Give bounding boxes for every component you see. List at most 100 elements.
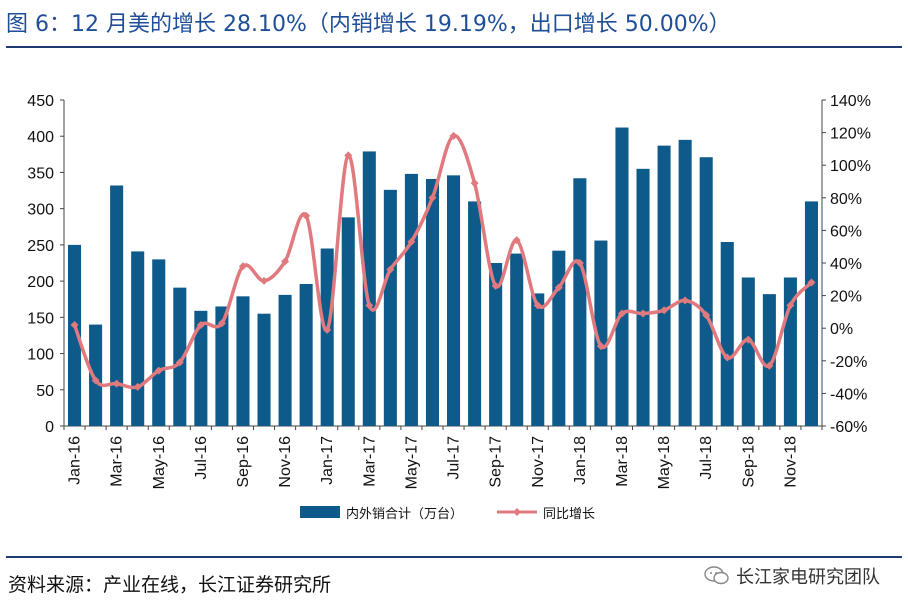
growth-point (807, 278, 816, 287)
growth-point (744, 335, 753, 344)
x-tick-label: Mar-17 (361, 436, 378, 487)
bar (678, 139, 692, 426)
x-tick-label: Sep-17 (488, 436, 505, 488)
y-right-tick-label: -40% (830, 386, 867, 403)
bar (110, 185, 124, 426)
y-right-tick-label: -60% (830, 419, 867, 436)
x-tick-label: Jan-18 (572, 436, 589, 485)
bar (68, 244, 82, 426)
x-tick-label: Sep-16 (235, 436, 252, 488)
growth-point (533, 301, 542, 310)
bar (615, 127, 629, 426)
growth-point (365, 301, 374, 310)
growth-point (217, 319, 226, 328)
growth-point (702, 311, 711, 320)
growth-point (449, 131, 458, 140)
growth-point (765, 361, 774, 370)
bar (131, 251, 145, 426)
figure-title: 图 6：12 月美的增长 28.10%（内销增长 19.19%，出口增长 50.… (6, 12, 731, 37)
bar (636, 168, 650, 427)
bar (425, 178, 439, 426)
y-left-tick-label: 300 (27, 202, 54, 219)
growth-point (407, 237, 416, 246)
y-right-tick-label: 100% (830, 158, 871, 175)
x-tick-label: Nov-17 (530, 436, 547, 488)
y-right-tick-label: -20% (830, 354, 867, 371)
growth-point (260, 276, 269, 285)
x-tick-label: Jul-18 (698, 436, 715, 480)
y-right-tick-label: 120% (830, 126, 871, 143)
legend-label-bar: 内外销合计（万台） (346, 506, 463, 521)
bar (278, 294, 292, 426)
growth-point (512, 236, 521, 245)
x-tick-label: May-18 (656, 436, 673, 489)
bar (447, 175, 461, 426)
growth-point (323, 325, 332, 334)
growth-point (302, 211, 311, 220)
x-tick-label: Jul-17 (446, 436, 463, 480)
bar (720, 241, 734, 426)
growth-point (386, 265, 395, 274)
watermark: 长江家电研究团队 (704, 563, 880, 589)
legend-label-line: 同比增长 (543, 506, 595, 521)
x-tick-label: Sep-18 (740, 436, 757, 488)
y-left-tick-label: 450 (27, 93, 54, 110)
y-left-tick-label: 100 (27, 347, 54, 364)
bar (215, 306, 229, 426)
y-left-tick-label: 0 (45, 419, 54, 436)
y-left-tick-label: 50 (36, 383, 54, 400)
bar (510, 253, 524, 426)
x-tick-label: Mar-18 (614, 436, 631, 487)
x-tick-label: Mar-16 (109, 436, 126, 487)
y-left-tick-label: 250 (27, 238, 54, 255)
bar (741, 277, 755, 426)
bar (299, 284, 313, 426)
growth-point (681, 296, 690, 305)
growth-point (154, 366, 163, 375)
x-tick-label: Jul-16 (193, 436, 210, 480)
y-left-tick-label: 400 (27, 129, 54, 146)
y-right-tick-label: 80% (830, 191, 862, 208)
bar (236, 296, 250, 426)
bar (341, 217, 355, 426)
bar (657, 145, 671, 426)
bar (804, 201, 818, 426)
watermark-text: 长江家电研究团队 (736, 567, 880, 588)
bar (194, 310, 208, 426)
growth-point (196, 320, 205, 329)
y-right-tick-label: 60% (830, 223, 862, 240)
growth-point (596, 342, 605, 351)
bar (531, 293, 545, 426)
growth-point (91, 376, 100, 385)
bar (573, 178, 587, 426)
footer-rule (6, 556, 902, 558)
bar (404, 173, 418, 426)
title-rule (6, 46, 902, 48)
x-tick-label: May-17 (403, 436, 420, 489)
x-tick-label: May-16 (151, 436, 168, 489)
bar (699, 157, 713, 426)
growth-point (238, 262, 247, 271)
growth-point (660, 306, 669, 315)
x-tick-label: Jan-17 (319, 436, 336, 485)
growth-point (639, 309, 648, 318)
x-tick-label: Jan-16 (67, 436, 84, 485)
bar (762, 294, 776, 426)
growth-point (491, 281, 500, 290)
bar (594, 240, 608, 426)
growth-point (786, 301, 795, 310)
y-left-tick-label: 200 (27, 274, 54, 291)
growth-point (133, 382, 142, 391)
growth-point (723, 353, 732, 362)
growth-point (175, 358, 184, 367)
bar (383, 189, 397, 426)
growth-point (554, 283, 563, 292)
growth-point (70, 320, 79, 329)
x-tick-label: Nov-16 (277, 436, 294, 488)
growth-point (428, 193, 437, 202)
y-right-tick-label: 0% (830, 321, 853, 338)
source-note: 资料来源：产业在线，长江证券研究所 (8, 574, 332, 596)
wechat-icon (704, 566, 729, 585)
growth-point (575, 259, 584, 267)
